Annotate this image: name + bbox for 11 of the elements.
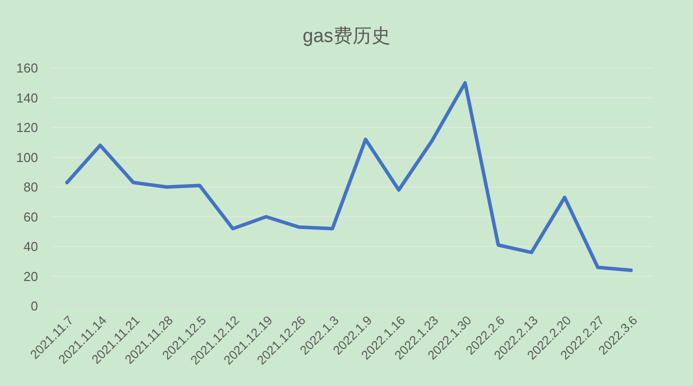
y-tick-label: 0	[30, 298, 38, 314]
y-tick-label: 140	[16, 90, 38, 106]
y-tick-label: 80	[24, 180, 38, 195]
y-tick-label: 120	[16, 120, 38, 136]
y-tick-label: 40	[24, 239, 38, 254]
y-tick-label: 20	[24, 268, 38, 284]
chart-title: gas费历史	[302, 26, 390, 47]
line-series	[65, 81, 633, 272]
y-tick-label: 160	[16, 60, 38, 76]
y-tick-label: 60	[24, 209, 38, 224]
y-tick-label: 100	[16, 150, 38, 165]
